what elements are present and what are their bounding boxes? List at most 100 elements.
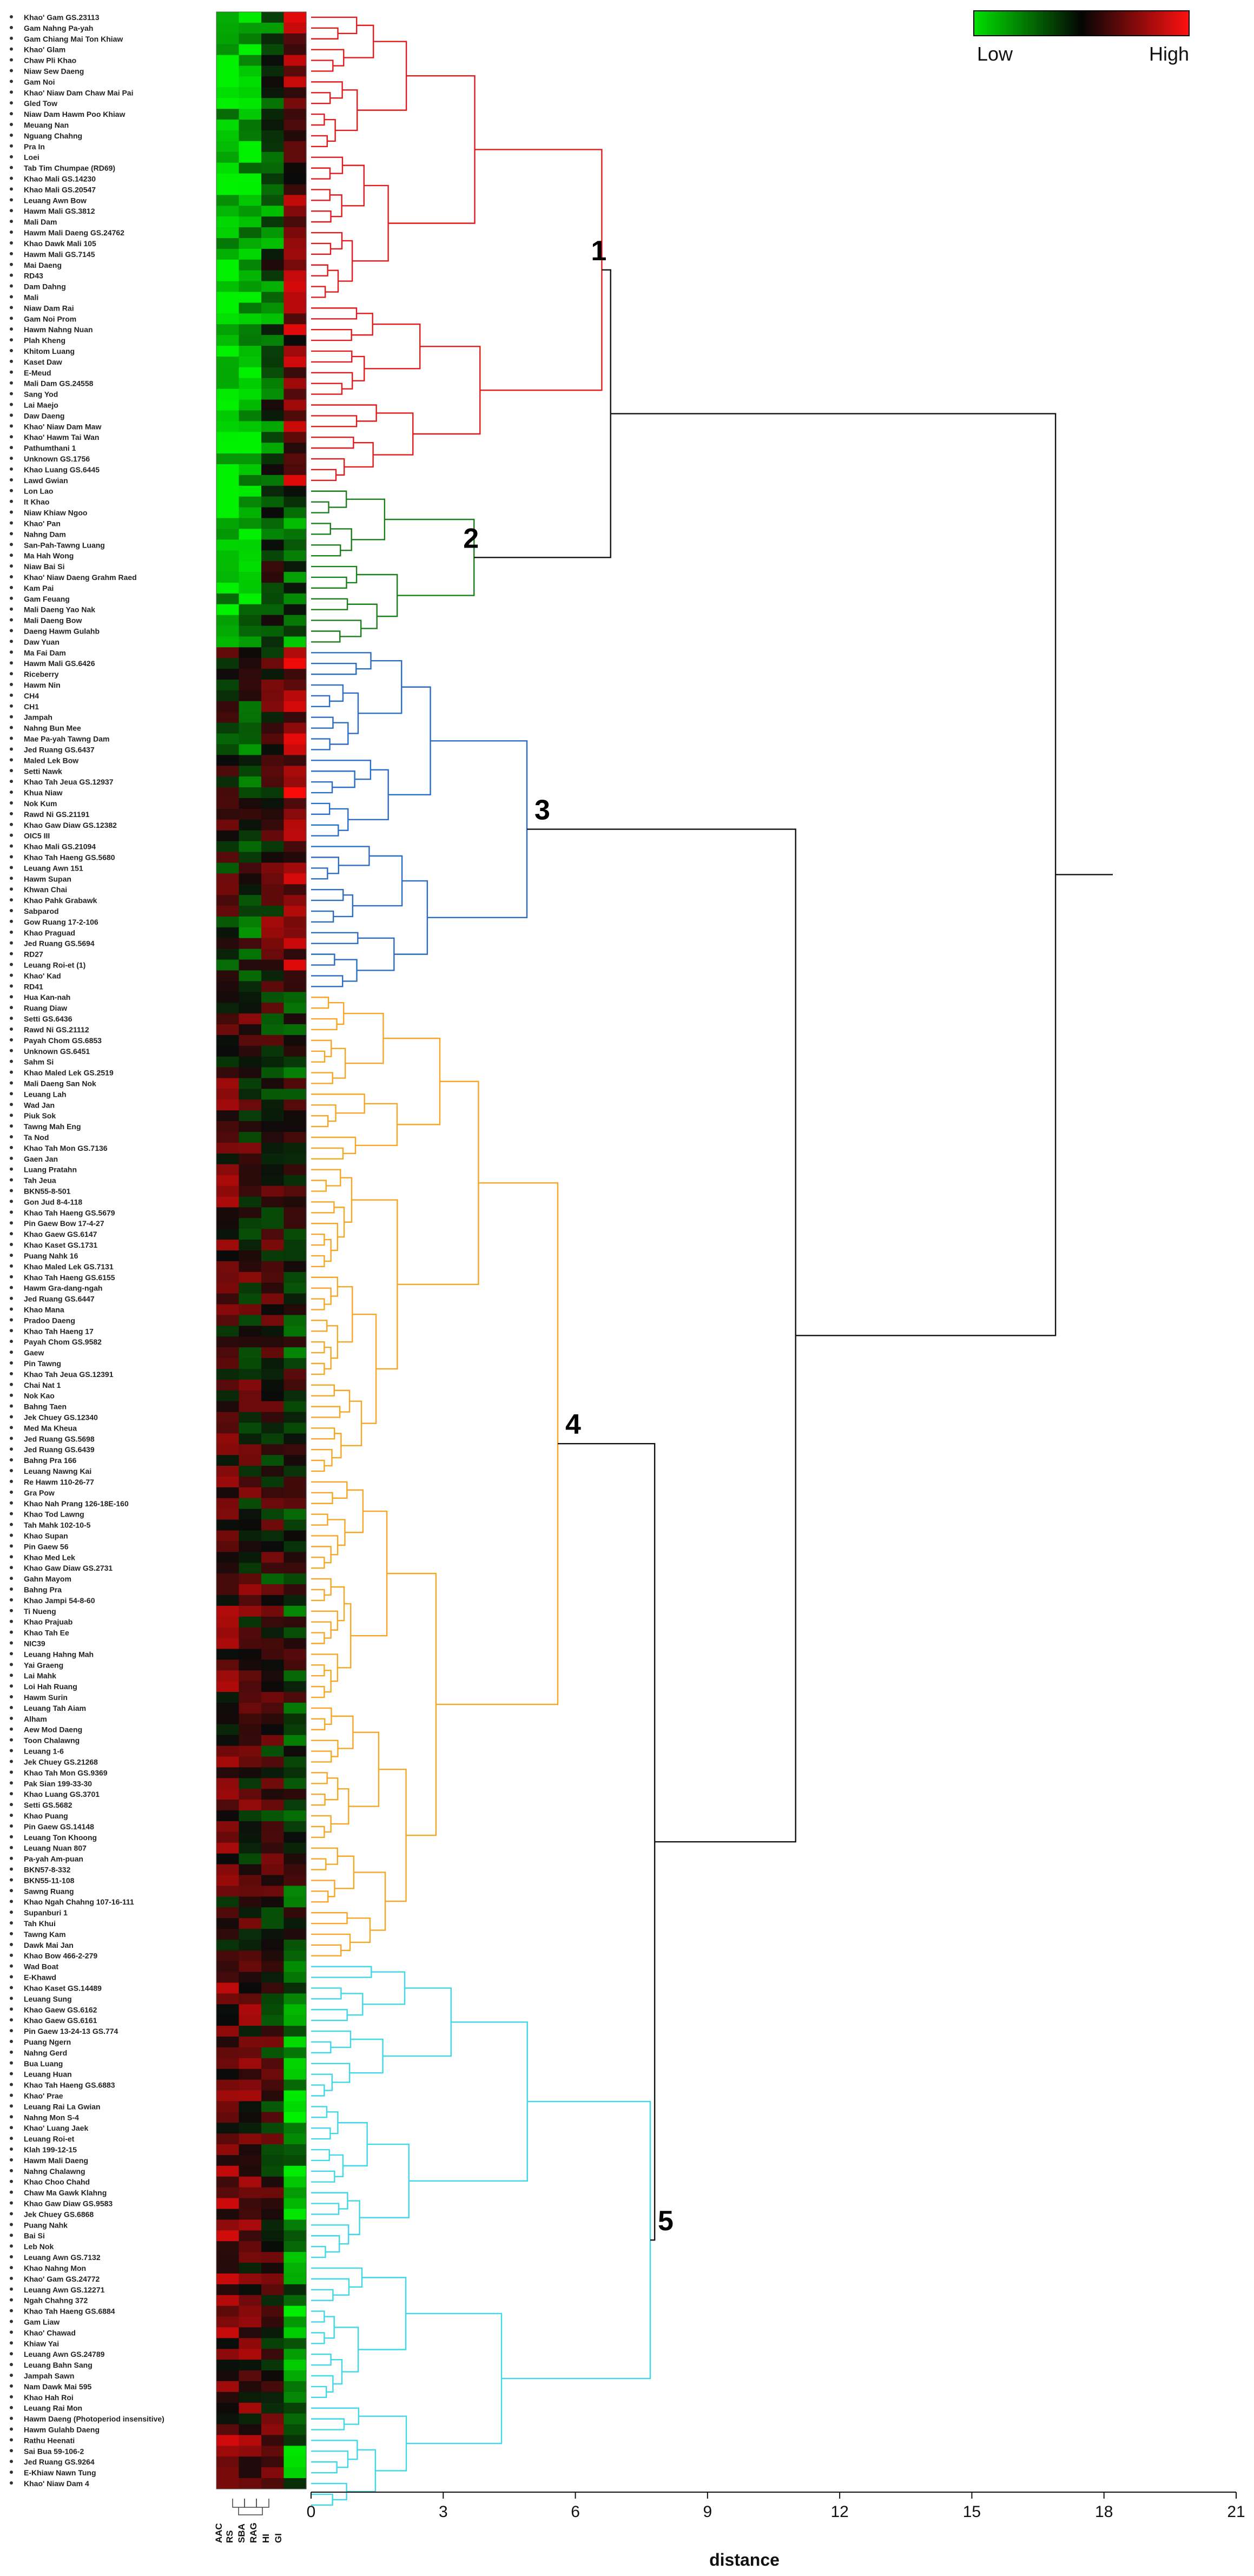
row-bullet	[10, 1727, 13, 1731]
heatmap-cell	[216, 2370, 240, 2382]
heatmap-cell	[239, 109, 262, 120]
dendrogram-branch	[311, 1427, 335, 1440]
row-bullet	[10, 726, 13, 729]
heatmap-cell	[261, 1207, 285, 1218]
heatmap-cell	[216, 335, 240, 346]
heatmap-cell	[239, 2391, 262, 2403]
heatmap-cell	[283, 1099, 307, 1111]
heatmap-cell	[216, 1315, 240, 1326]
heatmap-cell	[283, 1121, 307, 1132]
heatmap-cell	[283, 1724, 307, 1736]
row-bullet	[10, 963, 13, 966]
heatmap-cell	[239, 1390, 262, 1402]
row-label: Nok Kum	[24, 799, 57, 808]
heatmap-cell	[261, 970, 285, 981]
heatmap-cell	[261, 1067, 285, 1079]
heatmap-cell	[216, 1175, 240, 1187]
row-label: Hawm Nahng Nuan	[24, 325, 93, 334]
heatmap-cell	[261, 1831, 285, 1843]
row-bullet	[10, 2169, 13, 2172]
heatmap-cell	[283, 1067, 307, 1079]
dendrogram-branch	[338, 2122, 368, 2167]
column-bracket	[238, 2507, 263, 2515]
row-label: Leuang Rai La Gwian	[24, 2102, 101, 2111]
heatmap-cell	[283, 2004, 307, 2015]
legend-high-label: High	[1149, 43, 1189, 65]
heatmap-cell	[216, 2295, 240, 2307]
row-label: Khao Mana	[24, 1305, 64, 1314]
heatmap-cell	[239, 173, 262, 185]
heatmap-cell	[216, 44, 240, 56]
heatmap-cell	[283, 464, 307, 476]
heatmap-cell	[283, 733, 307, 745]
row-bullet	[10, 327, 13, 331]
heatmap-cell	[261, 701, 285, 713]
heatmap-cell	[239, 2004, 262, 2015]
heatmap-cell	[216, 1616, 240, 1628]
row-label: Khao Kaset GS.14489	[24, 1984, 102, 1992]
heatmap-cell	[239, 1821, 262, 1833]
heatmap-cell	[216, 2360, 240, 2371]
heatmap-cell	[283, 830, 307, 842]
heatmap-cell	[261, 2263, 285, 2274]
heatmap-cell	[283, 485, 307, 497]
row-bullet	[10, 607, 13, 611]
heatmap-cell	[283, 76, 307, 88]
heatmap-cell	[283, 906, 307, 917]
dendrogram-branch	[383, 1037, 441, 1125]
heatmap-cell	[283, 948, 307, 960]
row-bullet	[10, 2050, 13, 2054]
heatmap-cell	[216, 744, 240, 755]
heatmap-cell	[239, 604, 262, 616]
row-bullet	[10, 2234, 13, 2237]
heatmap-cell	[239, 335, 262, 346]
heatmap-cell	[216, 884, 240, 895]
row-bullet	[10, 338, 13, 342]
heatmap-cell	[261, 2284, 285, 2296]
row-bullet	[10, 80, 13, 83]
row-label: Khao Ngah Chahng 107-16-111	[24, 1898, 134, 1906]
heatmap-cell	[216, 841, 240, 853]
heatmap-cell	[239, 1326, 262, 1337]
heatmap-cell	[239, 162, 262, 174]
heatmap-cell	[239, 1240, 262, 1251]
heatmap-cell	[216, 2327, 240, 2338]
heatmap-cell	[261, 1326, 285, 1337]
heatmap-cell	[261, 1045, 285, 1057]
row-bullet	[10, 47, 13, 51]
row-label: Jed Ruang GS.6437	[24, 745, 95, 754]
heatmap-cell	[283, 1056, 307, 1068]
heatmap-cell	[283, 2327, 307, 2338]
heatmap-cell	[261, 1347, 285, 1359]
row-label: Hawm Supan	[24, 874, 71, 883]
row-bullet	[10, 2395, 13, 2399]
row-bullet	[10, 1975, 13, 1979]
heatmap-cell	[283, 1476, 307, 1488]
heatmap-cell	[261, 1950, 285, 1962]
heatmap-cell	[261, 1379, 285, 1391]
row-label: Khao Mali GS.14230	[24, 175, 96, 183]
row-label: Gam Liaw	[24, 2317, 60, 2326]
heatmap-cell	[283, 1132, 307, 1143]
row-bullet	[10, 1652, 13, 1656]
heatmap-cell	[239, 938, 262, 950]
dendrogram-branch	[311, 1093, 365, 1114]
row-bullet	[10, 1997, 13, 2000]
heatmap-cell	[239, 1379, 262, 1391]
dendrogram-branch	[311, 501, 329, 513]
heatmap-cell	[239, 1045, 262, 1057]
heatmap-cell	[283, 2176, 307, 2188]
heatmap-cell	[239, 518, 262, 530]
heatmap-cell	[216, 292, 240, 304]
row-label: Khao Mali GS.21094	[24, 842, 96, 851]
heatmap-cell	[239, 2123, 262, 2134]
row-bullet	[10, 1404, 13, 1408]
merge-branch	[610, 413, 1057, 1336]
dendrogram-branch	[331, 1788, 349, 1825]
heatmap-cell	[239, 2413, 262, 2425]
heatmap-cell	[239, 1433, 262, 1445]
row-label: Gam Nahng Pa-yah	[24, 24, 93, 32]
heatmap-cell	[216, 636, 240, 648]
heatmap-cell	[261, 227, 285, 239]
row-label: Gaen Jan	[24, 1155, 58, 1163]
